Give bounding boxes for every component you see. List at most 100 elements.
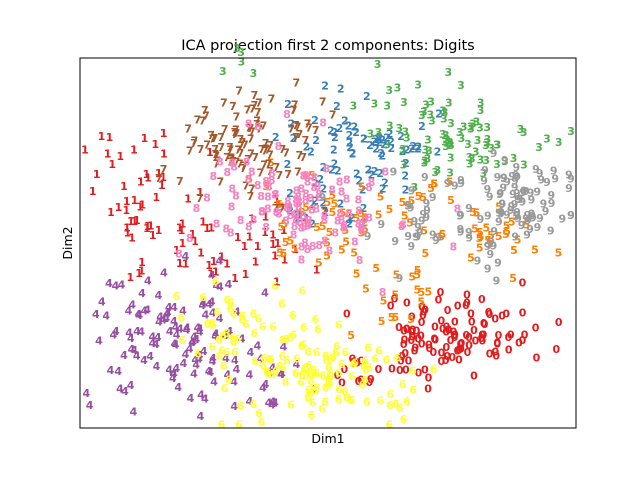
digit-point-4: 4 [138,287,146,300]
digit-point-2: 2 [352,126,360,139]
digit-point-6: 6 [263,366,271,379]
digit-point-7: 7 [229,155,237,168]
digit-point-6: 6 [403,395,411,408]
digit-point-0: 0 [391,293,399,306]
digit-point-3: 3 [479,167,487,180]
digit-point-8: 8 [300,221,308,234]
digit-point-5: 5 [476,226,484,239]
digit-point-5: 5 [430,178,438,191]
digit-point-9: 9 [457,225,465,238]
digit-point-2: 2 [348,212,356,225]
digit-point-7: 7 [248,183,256,196]
digit-point-3: 3 [431,166,439,179]
digit-point-3: 3 [386,120,394,133]
digit-point-6: 6 [218,418,226,431]
digit-point-6: 6 [409,383,417,396]
digit-point-6: 6 [349,358,357,371]
digit-point-5: 5 [502,228,510,241]
digit-point-5: 5 [408,195,416,208]
digit-point-8: 8 [293,185,301,198]
digit-point-9: 9 [451,180,459,193]
digit-point-4: 4 [238,332,246,345]
digit-point-3: 3 [483,137,491,150]
digit-point-9: 9 [465,231,473,244]
digit-point-4: 4 [278,368,286,381]
digit-point-3: 3 [439,105,447,118]
digit-point-5: 5 [380,294,388,307]
digit-point-2: 2 [381,177,389,190]
digit-point-7: 7 [239,136,247,149]
digit-point-8: 8 [223,166,231,179]
digit-point-3: 3 [411,181,419,194]
digit-point-8: 8 [315,188,323,201]
digit-point-2: 2 [375,133,383,146]
digit-point-0: 0 [437,286,445,299]
digit-point-4: 4 [130,344,138,357]
digit-point-2: 2 [319,161,327,174]
digit-point-8: 8 [341,220,349,233]
digit-point-7: 7 [257,167,265,180]
digit-point-4: 4 [170,368,178,381]
digit-point-2: 2 [336,122,344,135]
digit-point-8: 8 [291,220,299,233]
digit-point-8: 8 [365,181,373,194]
digit-point-9: 9 [498,198,506,211]
digit-point-8: 8 [299,170,307,183]
digit-point-7: 7 [255,97,263,110]
digit-point-9: 9 [527,186,535,199]
digit-point-6: 6 [313,346,321,359]
digit-point-0: 0 [421,364,429,377]
digit-point-9: 9 [513,209,521,222]
digit-point-6: 6 [212,275,220,288]
digit-point-9: 9 [548,197,556,210]
digit-point-4: 4 [190,331,198,344]
digit-point-8: 8 [315,239,323,252]
digit-point-4: 4 [112,280,120,293]
digit-point-9: 9 [429,228,437,241]
digit-point-6: 6 [204,317,212,330]
digit-point-7: 7 [196,192,204,205]
digit-point-9: 9 [404,230,412,243]
digit-point-0: 0 [519,334,527,347]
digit-point-2: 2 [360,133,368,146]
digit-point-7: 7 [220,96,228,109]
digit-point-6: 6 [250,398,258,411]
digit-point-2: 2 [378,150,386,163]
digit-point-6: 6 [293,352,301,365]
digit-point-1: 1 [108,158,116,171]
digit-point-8: 8 [213,218,221,231]
digit-point-5: 5 [357,227,365,240]
digit-point-6: 6 [409,365,417,378]
digit-point-9: 9 [429,191,437,204]
digit-point-5: 5 [421,247,429,260]
digit-point-4: 4 [192,333,200,346]
digit-point-9: 9 [404,200,412,213]
digit-point-9: 9 [494,171,502,184]
digit-point-9: 9 [432,234,440,247]
digit-point-7: 7 [294,165,302,178]
digit-point-2: 2 [409,140,417,153]
digit-point-4: 4 [95,334,103,347]
digit-point-9: 9 [419,208,427,221]
digit-point-9: 9 [526,223,534,236]
digit-point-5: 5 [282,236,290,249]
digit-point-4: 4 [125,326,133,339]
digit-point-1: 1 [248,213,256,226]
digit-point-7: 7 [247,190,255,203]
digit-point-5: 5 [308,169,316,182]
digit-point-5: 5 [342,236,350,249]
digit-point-0: 0 [417,330,425,343]
digit-point-7: 7 [176,175,184,188]
digit-point-1: 1 [128,232,136,245]
digit-point-5: 5 [361,223,369,236]
digit-point-4: 4 [222,352,230,365]
digit-point-7: 7 [190,137,198,150]
digit-point-4: 4 [155,289,163,302]
digit-point-4: 4 [153,360,161,373]
digit-point-2: 2 [316,173,324,186]
digit-point-4: 4 [130,406,138,419]
digit-point-2: 2 [286,203,294,216]
digit-point-5: 5 [353,267,361,280]
digit-point-4: 4 [254,340,262,353]
digit-point-6: 6 [361,374,369,387]
